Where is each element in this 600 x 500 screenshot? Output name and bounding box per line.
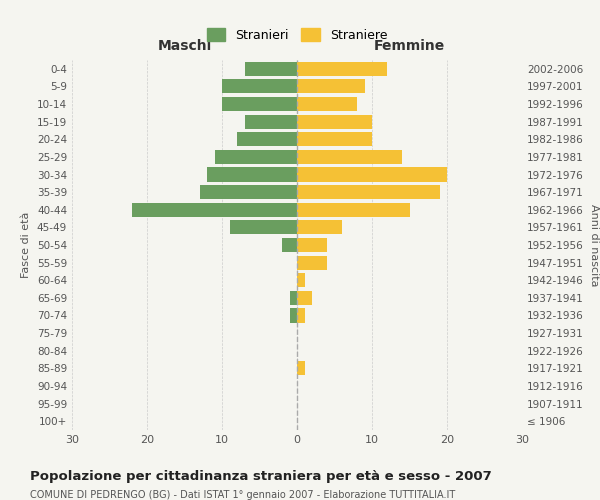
Bar [297, 185, 439, 199]
Bar [297, 62, 387, 76]
Bar [215, 150, 297, 164]
Bar [297, 362, 305, 376]
Text: Maschi: Maschi [157, 39, 212, 53]
Bar [290, 308, 297, 322]
Bar [297, 220, 342, 234]
Bar [297, 202, 409, 217]
Bar [297, 150, 402, 164]
Bar [297, 114, 372, 128]
Legend: Stranieri, Straniere: Stranieri, Straniere [200, 22, 394, 48]
Y-axis label: Fasce di età: Fasce di età [22, 212, 31, 278]
Text: Popolazione per cittadinanza straniera per età e sesso - 2007: Popolazione per cittadinanza straniera p… [30, 470, 492, 483]
Text: Femmine: Femmine [374, 39, 445, 53]
Bar [132, 202, 297, 217]
Bar [199, 185, 297, 199]
Bar [297, 132, 372, 146]
Text: COMUNE DI PEDRENGO (BG) - Dati ISTAT 1° gennaio 2007 - Elaborazione TUTTITALIA.I: COMUNE DI PEDRENGO (BG) - Dati ISTAT 1° … [30, 490, 455, 500]
Bar [237, 132, 297, 146]
Y-axis label: Anni di nascita: Anni di nascita [589, 204, 599, 286]
Bar [245, 114, 297, 128]
Bar [297, 238, 327, 252]
Bar [297, 256, 327, 270]
Bar [297, 291, 312, 305]
Bar [222, 97, 297, 111]
Bar [297, 97, 357, 111]
Bar [207, 168, 297, 181]
Bar [297, 80, 365, 94]
Bar [245, 62, 297, 76]
Bar [282, 238, 297, 252]
Bar [297, 273, 305, 287]
Bar [297, 168, 447, 181]
Bar [229, 220, 297, 234]
Bar [222, 80, 297, 94]
Bar [297, 308, 305, 322]
Bar [290, 291, 297, 305]
